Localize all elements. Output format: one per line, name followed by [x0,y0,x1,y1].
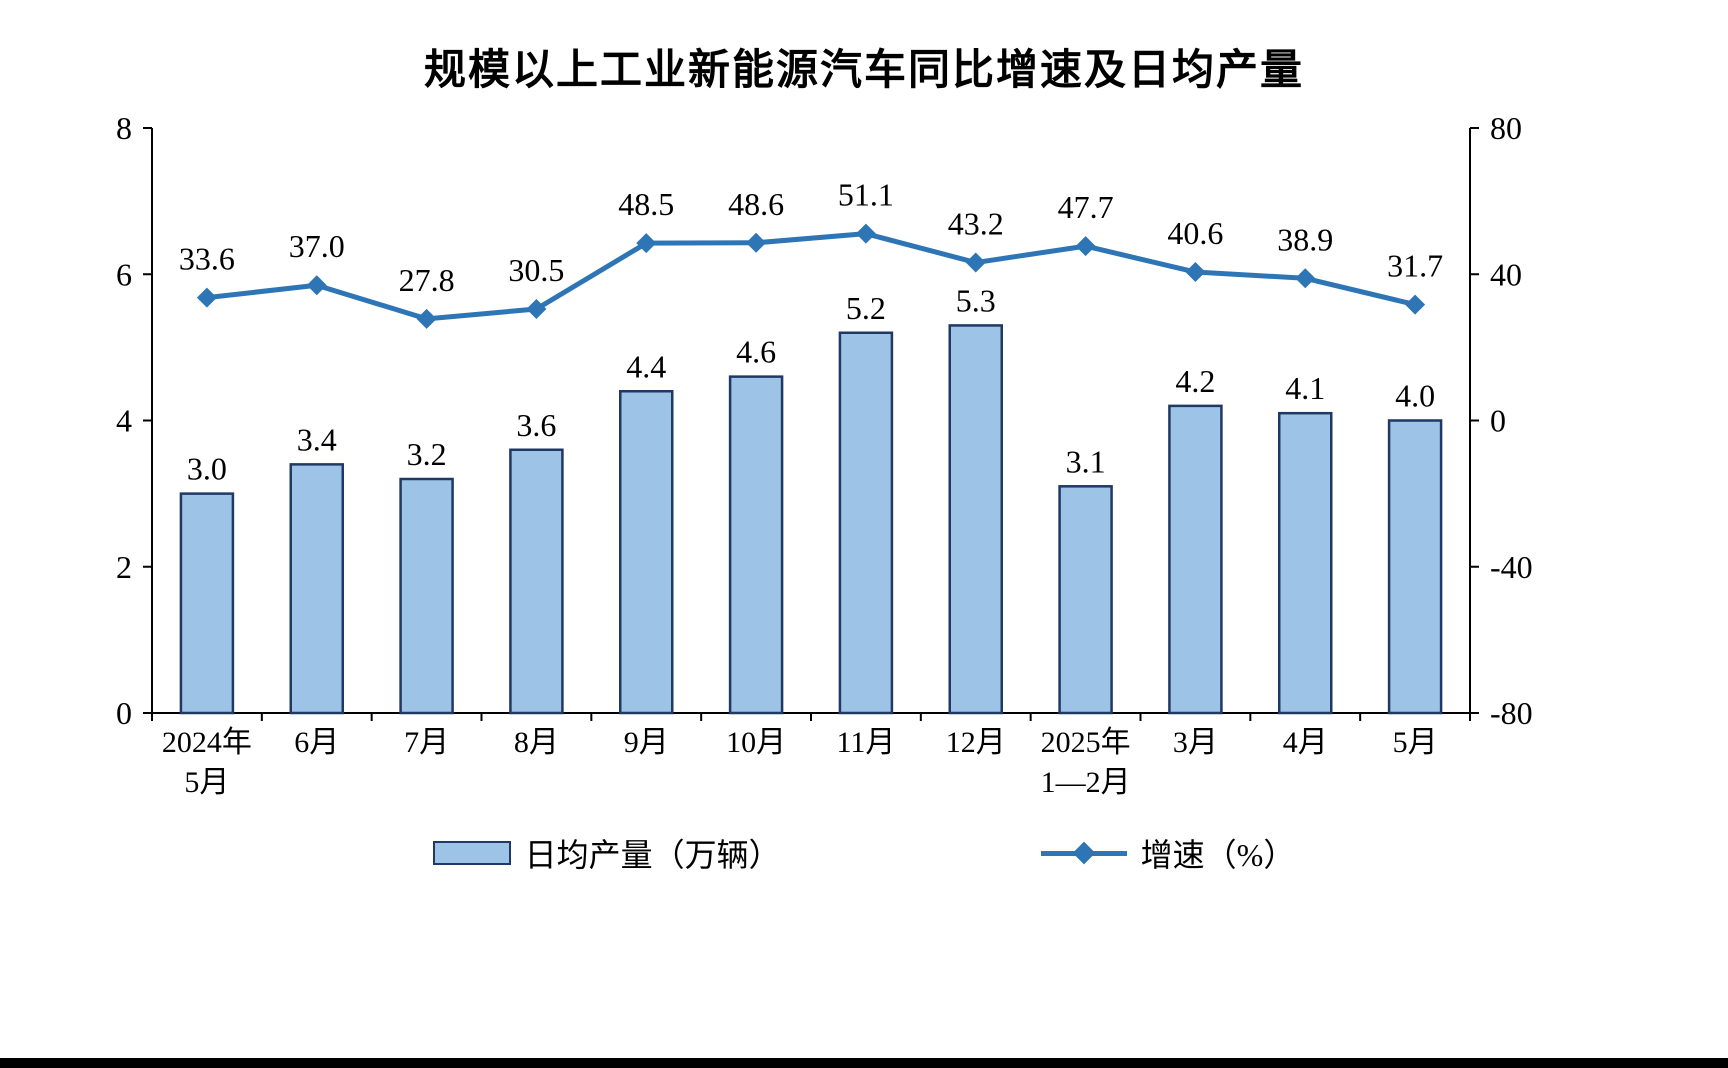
line-marker-diamond [1405,294,1426,315]
line-data-label: 33.6 [179,241,235,277]
bar-data-label: 4.0 [1395,378,1435,414]
line-marker-diamond [1075,236,1096,257]
x-axis-category-label: 12月 [946,726,1006,759]
x-axis-category-label: 1—2月 [1041,766,1131,799]
left-axis-tick-label: 0 [116,695,132,731]
line-data-label: 40.6 [1167,215,1223,251]
line-marker-diamond [526,298,547,319]
bar [179,492,235,715]
legend-item-line: 增速（%） [1040,830,1296,876]
line-data-label: 48.6 [728,186,784,222]
chart-legend: 日均产量（万辆） 增速（%） [0,830,1728,876]
bar [948,324,1003,715]
legend-bar-label: 日均产量（万辆） [524,837,781,873]
bar [728,375,784,715]
line-data-label: 43.2 [948,206,1004,242]
line-marker-diamond [746,232,767,253]
bar-data-label: 3.6 [516,407,556,443]
bar [509,448,564,715]
chart-title: 规模以上工业新能源汽车同比增速及日均产量 [423,46,1304,93]
right-axis-tick-label: 0 [1490,403,1506,439]
x-axis-category-label: 9月 [624,726,669,759]
bar-data-label: 3.0 [187,451,227,487]
bar [289,463,344,715]
left-axis-tick-label: 6 [116,256,132,292]
x-axis-category-label: 8月 [514,726,559,759]
left-axis-tick-label: 8 [116,110,132,146]
bar [838,331,894,715]
x-axis-category-label: 11月 [836,726,895,759]
bar-data-label: 5.3 [956,282,996,318]
right-axis-tick-label: 80 [1490,110,1522,146]
line-marker-diamond [306,275,327,296]
bar-data-label: 5.2 [846,290,886,326]
bar-data-label: 4.6 [736,334,776,370]
line-marker-diamond [416,308,437,329]
x-axis-category-label: 2024年 [162,726,252,759]
legend-item-bar: 日均产量（万辆） [432,830,781,876]
line-data-label: 51.1 [838,177,894,213]
bar-data-label: 3.1 [1066,443,1106,479]
line-data-label: 37.0 [289,228,345,264]
bar [1387,419,1443,715]
left-axis-tick-label: 4 [116,403,132,439]
bar [619,390,674,715]
bar [399,477,454,715]
line-data-label: 38.9 [1277,221,1333,257]
legend-line-label: 增速（%） [1140,837,1296,873]
line-data-label: 31.7 [1387,248,1443,284]
line-data-label: 47.7 [1058,189,1114,225]
right-axis-tick-label: 40 [1490,256,1522,292]
line-marker-diamond [636,233,657,254]
bar-data-label: 3.4 [297,421,337,457]
growth-line [204,231,1418,322]
bar [1058,485,1113,715]
bar-data-label: 4.4 [626,348,666,384]
bar [1168,404,1223,715]
left-axis-tick-label: 2 [116,549,132,585]
line-marker-diamond [1295,268,1316,289]
right-axis-tick-label: -80 [1490,695,1533,731]
line-marker-diamond [196,287,217,308]
bar [1278,411,1333,715]
bar-data-label: 4.1 [1285,370,1325,406]
x-axis-category-label: 5月 [1393,726,1438,759]
x-axis-category-label: 5月 [184,766,229,799]
line-marker-diamond [1185,262,1206,283]
line-swatch-icon [1040,841,1127,865]
line-data-label: 30.5 [508,252,564,288]
line-marker-diamond [965,252,986,273]
bottom-strip [0,1058,1728,1068]
bar-data-label: 4.2 [1175,363,1215,399]
x-axis-category-label: 2025年 [1041,726,1131,759]
x-axis-category-label: 6月 [294,726,339,759]
x-axis-category-label: 4月 [1283,726,1328,759]
right-axis-tick-label: -40 [1490,549,1533,585]
line-data-label: 27.8 [399,262,455,298]
line-marker-diamond [855,223,876,244]
bar-swatch-icon [432,841,511,865]
x-axis-category-label: 10月 [726,726,786,759]
bar-data-label: 3.2 [407,436,447,472]
x-axis-category-label: 3月 [1173,726,1218,759]
line-data-label: 48.5 [618,186,674,222]
x-axis-category-label: 7月 [404,726,449,759]
